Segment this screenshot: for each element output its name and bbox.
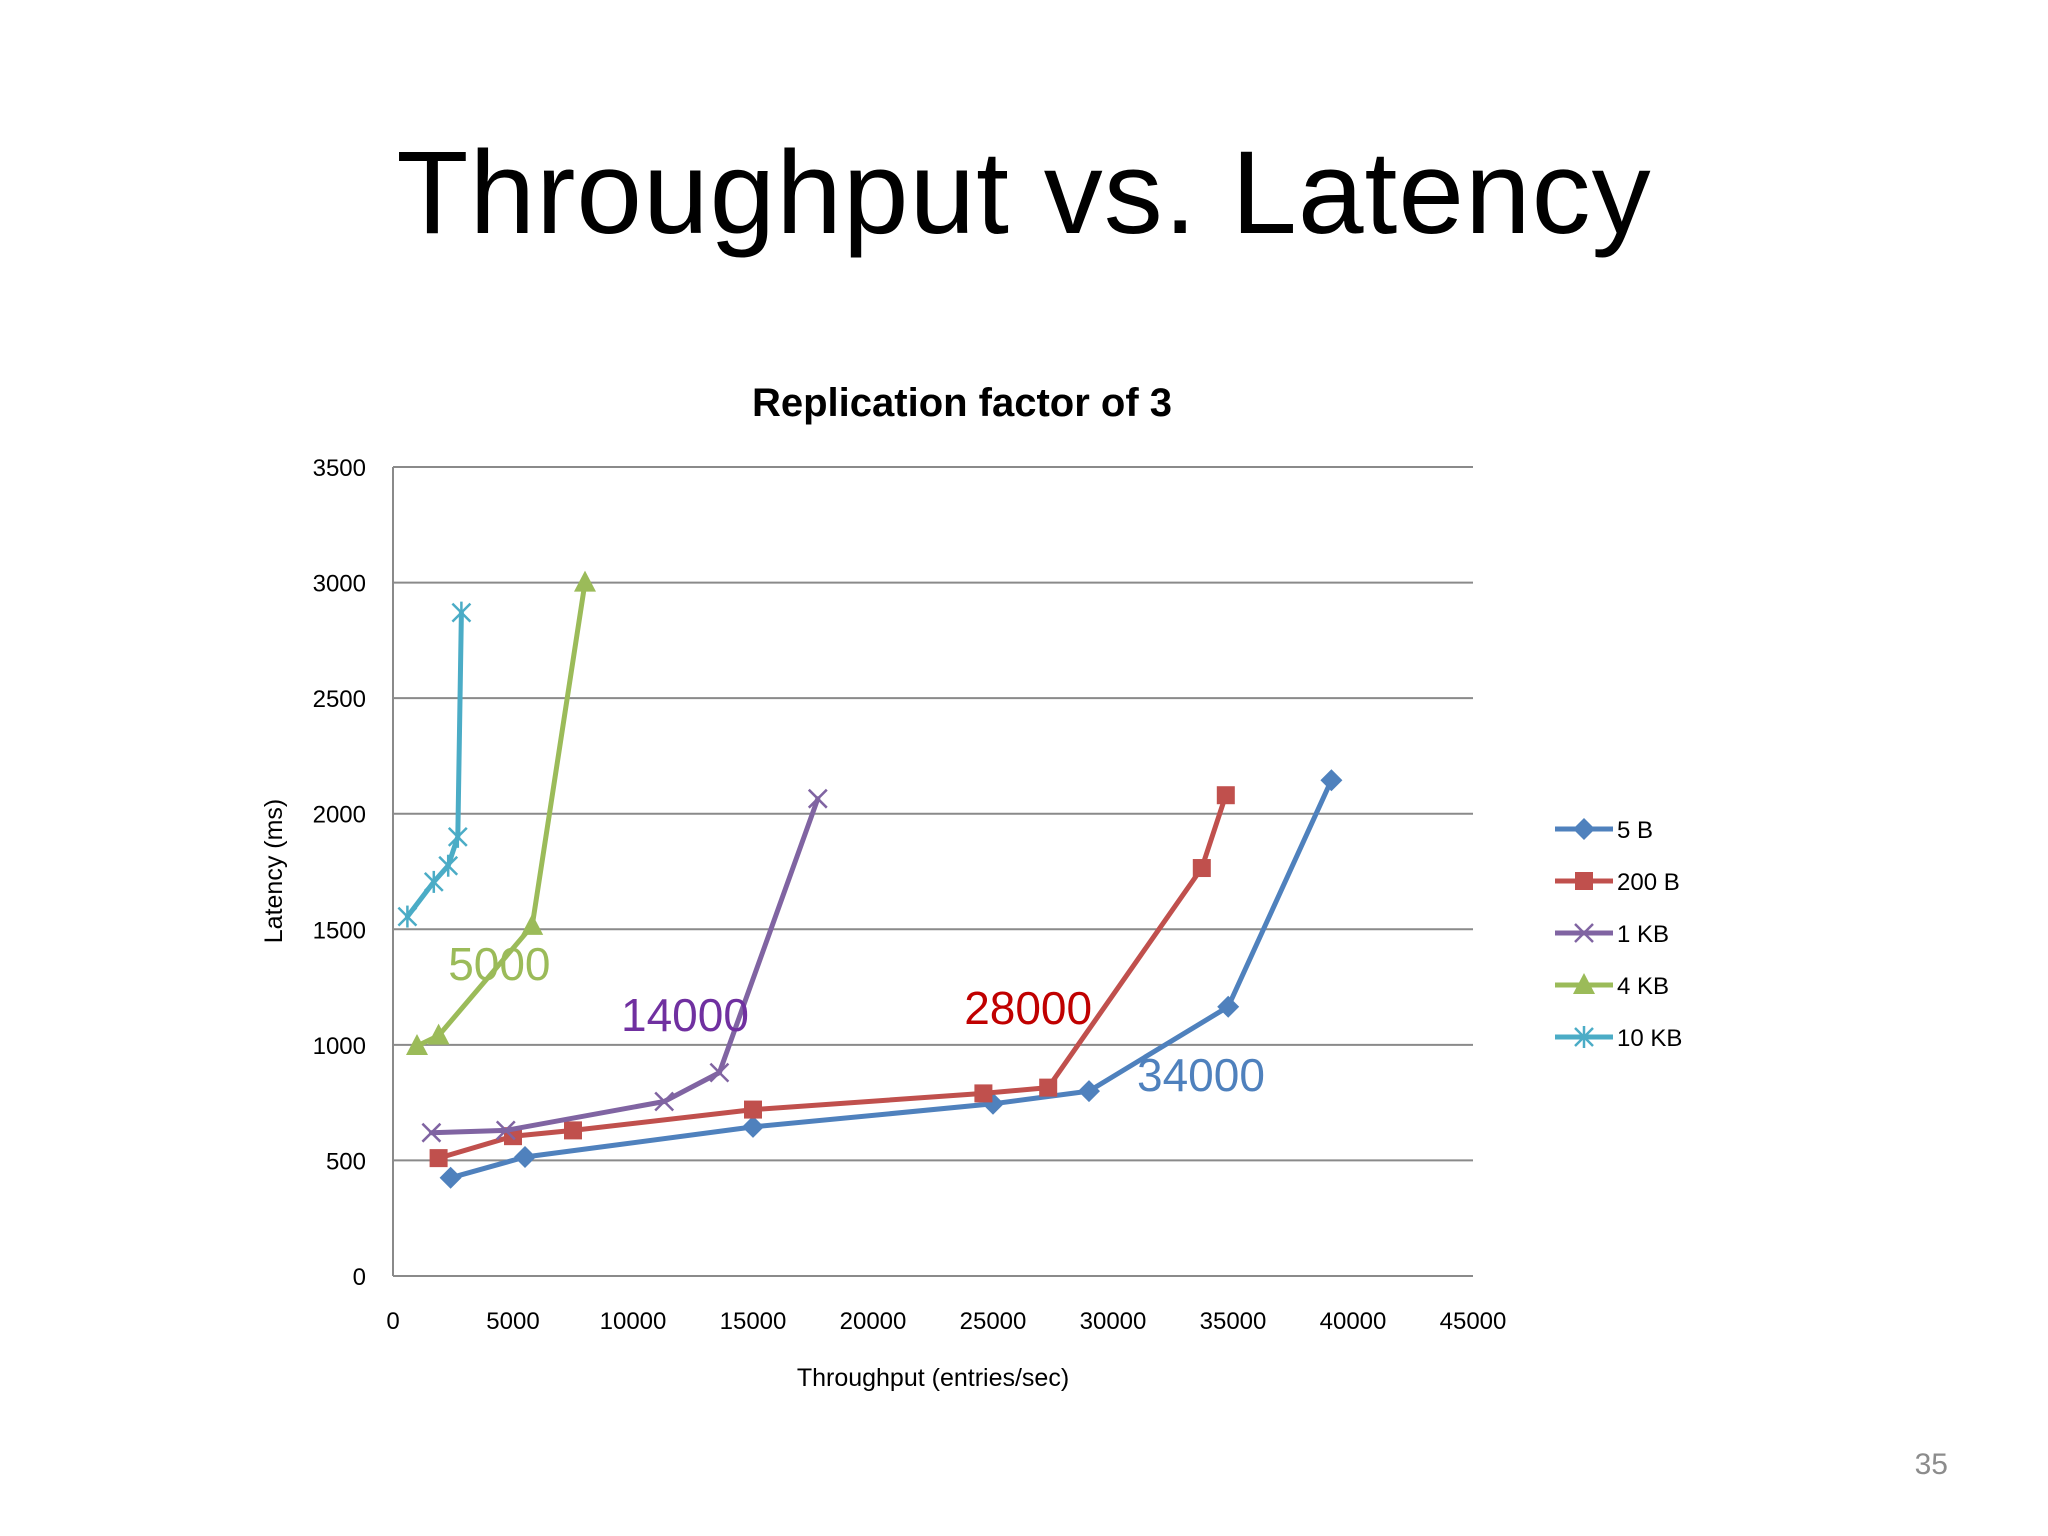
series-10-kb — [397, 601, 472, 928]
y-tick-labels: 0 500 1000 1500 2000 2500 3000 3500 — [313, 455, 366, 1291]
legend-label: 1 KB — [1617, 921, 1669, 948]
marker-square — [564, 1121, 582, 1140]
annotation-label: 5000 — [448, 938, 550, 990]
marker-square — [429, 1149, 448, 1168]
y-tick-label: 3000 — [313, 571, 366, 598]
x-tick-label: 10000 — [600, 1308, 667, 1335]
series-line — [414, 580, 588, 1049]
marker-star — [451, 601, 472, 624]
legend-item: 1 KB — [1555, 921, 1669, 948]
marker-stroke — [1574, 923, 1594, 943]
marker-triangle — [1573, 973, 1595, 994]
marker-star — [423, 870, 444, 893]
marker-diamond — [1217, 995, 1240, 1018]
legend-item: 10 KB — [1555, 1025, 1682, 1052]
legend-label: 10 KB — [1617, 1025, 1682, 1052]
x-axis-title: Throughput (entries/sec) — [797, 1364, 1069, 1392]
marker-diamond — [439, 1166, 462, 1189]
marker-x — [421, 1122, 442, 1143]
x-tick-label: 5000 — [486, 1308, 539, 1335]
y-tick-label: 500 — [326, 1148, 366, 1175]
marker-diamond — [1320, 769, 1343, 792]
marker-stroke — [495, 1120, 516, 1141]
marker-diamond — [742, 1115, 764, 1138]
marker-stroke — [709, 1062, 730, 1083]
marker-stroke — [807, 788, 828, 809]
x-tick-label: 25000 — [960, 1308, 1027, 1335]
series-5-b — [439, 769, 1343, 1189]
marker-triangle — [406, 1034, 428, 1056]
y-tick-label: 1000 — [313, 1033, 366, 1060]
legend-label: 5 B — [1617, 817, 1653, 844]
y-tick-label: 3500 — [313, 455, 366, 482]
series-200-b — [429, 786, 1235, 1168]
legend-item: 5 B — [1555, 817, 1653, 844]
x-tick-label: 20000 — [840, 1308, 907, 1335]
marker-square — [1039, 1078, 1058, 1097]
marker-square — [974, 1084, 993, 1103]
marker-x — [1574, 923, 1594, 943]
marker-x — [807, 788, 828, 809]
y-tick-label: 1500 — [313, 917, 366, 944]
x-tick-label: 35000 — [1200, 1308, 1267, 1335]
marker-diamond — [1573, 818, 1595, 840]
marker-diamond — [1078, 1080, 1100, 1103]
marker-square — [1575, 872, 1593, 890]
annotation-label: 28000 — [964, 982, 1092, 1034]
slide-number: 35 — [1914, 1448, 1948, 1481]
marker-square — [1216, 786, 1235, 805]
annotation-label: 34000 — [1137, 1049, 1265, 1101]
marker-triangle — [427, 1023, 450, 1045]
series-4-kb — [406, 570, 596, 1056]
legend-item: 200 B — [1555, 869, 1680, 896]
marker-star — [447, 825, 468, 848]
x-tick-label: 40000 — [1320, 1308, 1387, 1335]
x-tick-labels: 0 5000 10000 15000 20000 25000 30000 35000 40000… — [386, 1308, 1506, 1335]
x-tick-label: 0 — [386, 1308, 399, 1335]
x-tick-label: 15000 — [720, 1308, 787, 1335]
marker-star — [438, 854, 459, 877]
marker-square — [1192, 859, 1211, 878]
marker-x — [654, 1091, 675, 1112]
chart-title: Replication factor of 3 — [752, 381, 1172, 425]
series-line — [436, 792, 1229, 1161]
legend-label: 4 KB — [1617, 973, 1669, 1000]
marker-stroke — [654, 1091, 675, 1112]
marker-diamond — [514, 1145, 536, 1168]
x-tick-label: 45000 — [1440, 1308, 1507, 1335]
marker-star — [1574, 1026, 1594, 1048]
marker-x — [709, 1062, 730, 1083]
marker-star — [397, 905, 418, 928]
series-1-kb — [421, 788, 828, 1143]
y-tick-label: 2000 — [313, 802, 366, 829]
annotations: 5000 14000 28000 34000 — [448, 938, 1265, 1101]
annotation-label: 14000 — [621, 989, 749, 1041]
y-tick-label: 2500 — [313, 686, 366, 713]
marker-stroke — [421, 1122, 442, 1143]
x-tick-label: 30000 — [1080, 1308, 1147, 1335]
marker-x — [495, 1120, 516, 1141]
gridlines — [393, 466, 1473, 1162]
marker-triangle — [521, 913, 544, 935]
marker-square — [744, 1100, 762, 1119]
legend: 5 B 200 B 1 KB 4 KB 10 KB — [1555, 817, 1682, 1052]
series — [397, 570, 1343, 1189]
y-tick-label: 0 — [353, 1264, 366, 1291]
marker-triangle — [574, 570, 596, 592]
legend-label: 200 B — [1617, 869, 1680, 896]
axes — [392, 467, 1473, 1277]
legend-item: 4 KB — [1555, 973, 1669, 1000]
slide-title: Throughput vs. Latency — [396, 127, 1652, 259]
y-axis-title: Latency (ms) — [260, 799, 288, 943]
